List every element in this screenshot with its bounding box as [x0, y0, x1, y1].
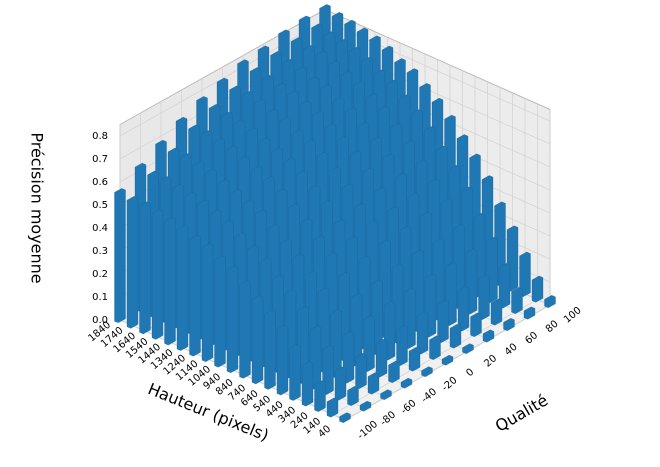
y-axis-title: Qualité	[492, 391, 551, 436]
z-tick-label: 0.6	[92, 177, 108, 188]
bar	[437, 300, 449, 343]
bar	[359, 400, 372, 412]
bar	[339, 412, 351, 423]
bar	[462, 343, 474, 354]
bar	[367, 372, 380, 395]
bar	[189, 235, 201, 357]
bar	[498, 263, 511, 309]
bar	[289, 344, 301, 401]
z-axis-title: Précision moyenne	[28, 132, 47, 283]
bar	[531, 275, 544, 303]
bar	[301, 361, 314, 407]
y-tick-label: -20	[440, 375, 460, 394]
z-tick-label: 0.4	[92, 223, 108, 234]
y-tick-label: 60	[523, 330, 540, 347]
bar	[511, 287, 523, 314]
bar	[151, 209, 164, 340]
bar	[482, 329, 495, 343]
bar	[519, 251, 531, 297]
bar	[239, 280, 251, 379]
z-tick-label: 0.3	[92, 246, 108, 257]
bar	[503, 318, 515, 331]
bar	[347, 386, 359, 406]
bar	[388, 360, 400, 383]
bar	[214, 255, 226, 368]
bar	[164, 217, 176, 346]
bar	[355, 352, 367, 389]
bar	[276, 324, 289, 396]
y-tick-label: -40	[420, 386, 440, 405]
y-tick-label: 80	[544, 319, 561, 336]
bar	[416, 311, 429, 355]
bar	[375, 339, 388, 378]
bar	[126, 196, 139, 329]
bar	[251, 295, 264, 385]
z-tick-label: 0.5	[92, 200, 108, 211]
y-tick-label: 100	[562, 305, 584, 326]
bar	[114, 188, 126, 323]
bar	[490, 298, 503, 326]
bar	[139, 201, 151, 335]
z-tick-label: 0.0	[92, 315, 108, 326]
bar	[544, 295, 556, 308]
z-tick-label: 0.7	[92, 154, 108, 165]
bar	[264, 310, 276, 390]
z-tick-label: 0.2	[92, 269, 108, 280]
bar	[449, 324, 462, 349]
bar	[400, 377, 413, 389]
bar	[441, 354, 454, 366]
bar	[380, 389, 392, 400]
bar	[314, 380, 326, 412]
bar	[396, 325, 408, 366]
bar	[470, 312, 482, 337]
bar	[326, 397, 339, 418]
bar	[201, 243, 214, 362]
bar	[176, 225, 189, 351]
y-tick-label: 20	[482, 353, 499, 370]
bar	[429, 335, 441, 360]
grid-line	[119, 20, 326, 137]
bar	[334, 366, 347, 401]
y-tick-label: -80	[379, 409, 399, 428]
y-tick-label: -60	[399, 398, 419, 417]
z-tick-label: 0.8	[92, 131, 108, 142]
bar	[421, 366, 433, 377]
y-tick-label: 0	[464, 367, 476, 380]
bar	[523, 306, 536, 320]
bar	[478, 274, 490, 320]
y-tick-label: -100	[356, 419, 380, 442]
z-tick-label: 0.1	[92, 292, 108, 303]
bar	[408, 347, 421, 372]
y-tick-label: 40	[503, 342, 520, 359]
bar	[226, 265, 239, 373]
bar	[457, 286, 470, 332]
